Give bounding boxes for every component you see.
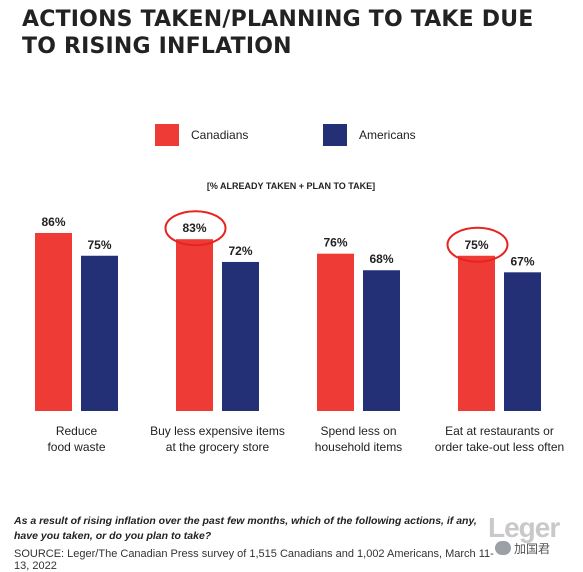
bar-1-1 [222, 261, 259, 411]
bar-1-2 [363, 270, 400, 411]
highlight-circle-1 [446, 226, 509, 263]
bar-0-0 [35, 232, 72, 411]
category-label-2-1: household items [315, 440, 402, 454]
chart-subtitle: [% ALREADY TAKEN + PLAN TO TAKE] [207, 181, 375, 191]
category-label-2-0: Spend less on [320, 424, 396, 438]
category-label-3-0: Eat at restaurants or [445, 424, 554, 438]
survey-question: As a result of rising inflation over the… [14, 515, 477, 542]
data-label-0-0: 86% [41, 215, 65, 229]
category-label-1-1: at the grocery store [166, 440, 270, 454]
legend-swatch-0 [155, 124, 179, 146]
data-label-0-1: 83% [182, 221, 206, 235]
chart-title: ACTIONS TAKEN/PLANNING TO TAKE DUE TO RI… [22, 6, 562, 60]
bar-0-1 [176, 239, 213, 411]
data-label-1-1: 72% [228, 244, 252, 258]
data-label-0-2: 76% [323, 236, 347, 250]
source-note: SOURCE: Leger/The Canadian Press survey … [14, 548, 494, 572]
highlight-circle-0 [164, 210, 227, 247]
watermark: 加国君 [495, 537, 575, 559]
watermark-text: 加国君 [514, 541, 551, 556]
data-label-1-3: 67% [510, 254, 534, 268]
title-line-1: ACTIONS TAKEN/PLANNING TO TAKE DUE [22, 7, 534, 32]
bar-1-0 [81, 255, 118, 411]
legend-swatch-1 [323, 124, 347, 146]
bar-chart: Canadians Americans [% ALREADY TAKEN + PLA… [35, 124, 564, 454]
bar-1-3 [504, 272, 541, 411]
legend-label-0: Canadians [191, 128, 248, 142]
category-label-1-0: Buy less expensive items [150, 424, 285, 438]
title-line-2: TO RISING INFLATION [22, 34, 292, 59]
legend-label-1: Americans [359, 128, 416, 142]
category-label-0-1: food waste [47, 440, 105, 454]
category-label-3-1: order take-out less often [435, 440, 564, 454]
leger-logo: Leger [488, 512, 560, 543]
bar-0-3 [458, 255, 495, 411]
data-label-0-3: 75% [464, 238, 488, 252]
data-label-1-2: 68% [369, 252, 393, 266]
category-label-0-0: Reduce [56, 424, 98, 438]
bar-0-2 [317, 253, 354, 411]
chat-bubble-icon [495, 541, 511, 555]
data-label-1-0: 75% [87, 238, 111, 252]
